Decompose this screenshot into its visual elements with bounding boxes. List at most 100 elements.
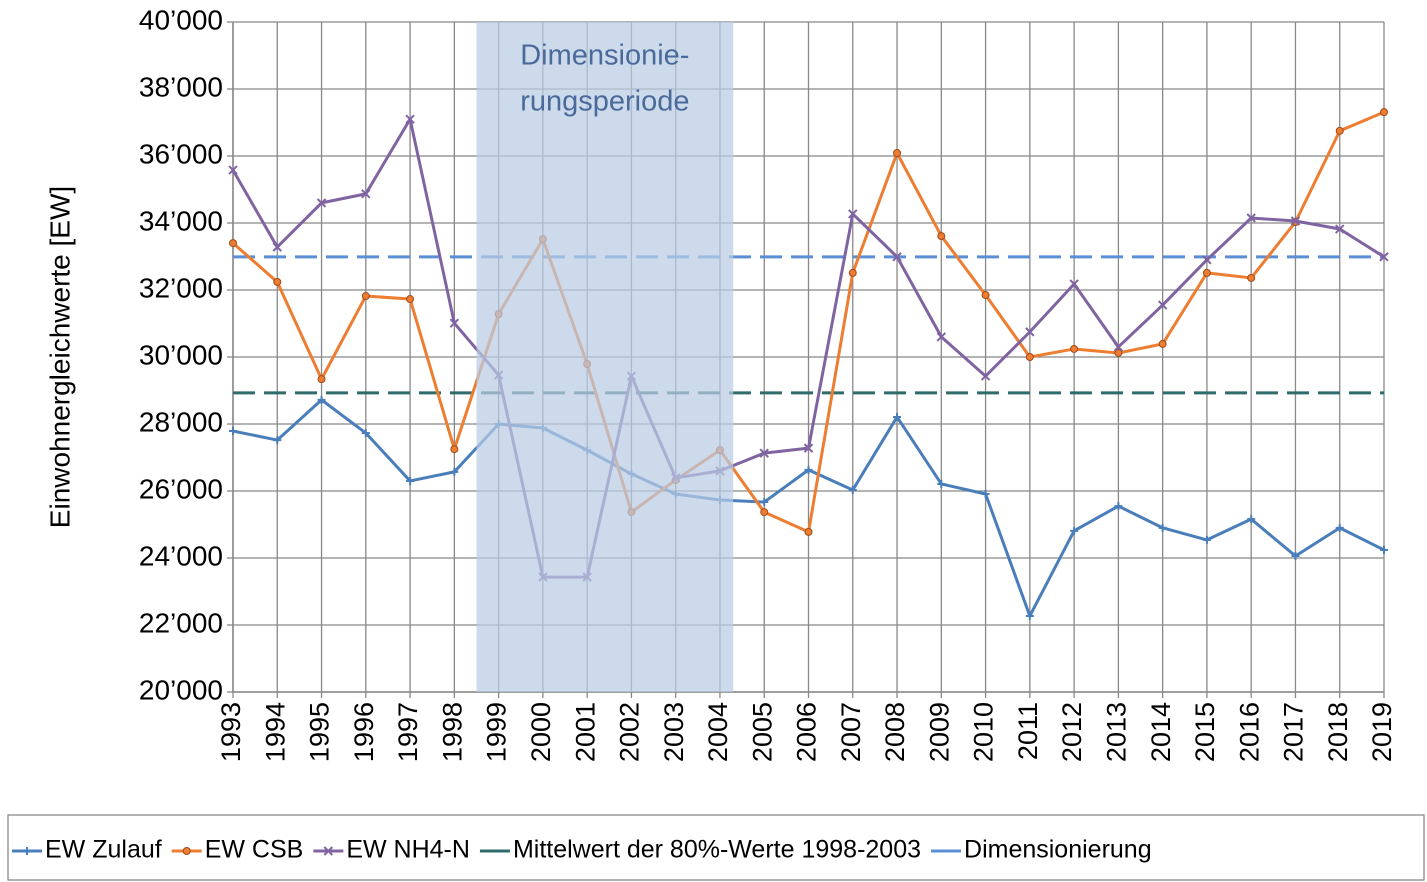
legend-label: EW CSB: [205, 836, 304, 864]
data-point: [229, 239, 237, 248]
x-tick-label: 1997: [393, 702, 423, 762]
data-point: [1025, 611, 1034, 620]
x-tick-label: 2018: [1323, 702, 1353, 762]
data-point: [1380, 545, 1388, 554]
data-point: [1246, 213, 1256, 223]
legend-label: Dimensionierung: [964, 836, 1152, 864]
data-point: [1158, 339, 1167, 348]
x-tick-label: 2013: [1102, 702, 1132, 762]
data-point: [1335, 523, 1344, 532]
x-tick-label: 2017: [1279, 702, 1309, 762]
x-tick-label: 2009: [924, 702, 954, 762]
data-point: [1291, 551, 1300, 560]
y-axis-label: Einwohnergleichwerte [EW]: [44, 186, 75, 528]
data-point: [361, 189, 371, 199]
data-point: [760, 498, 769, 507]
x-tick-label: 2005: [747, 702, 777, 762]
x-tick-label: 2007: [836, 702, 866, 762]
data-point: [272, 242, 282, 252]
data-point: [803, 443, 814, 453]
y-tick-label: 32’000: [139, 272, 223, 303]
x-tick-label: 2019: [1367, 702, 1397, 762]
data-point: [1069, 279, 1079, 289]
data-point: [323, 846, 334, 856]
data-point: [1335, 224, 1345, 234]
x-tick-label: 2012: [1057, 702, 1087, 762]
data-point: [23, 847, 31, 855]
data-point: [1114, 348, 1123, 357]
data-point: [273, 436, 282, 445]
data-point: [361, 292, 370, 301]
data-point: [449, 318, 460, 328]
data-point: [450, 467, 459, 476]
y-tick-label: 38’000: [139, 71, 223, 102]
data-point: [228, 165, 238, 175]
x-tick-label: 2014: [1146, 702, 1176, 762]
data-point: [1113, 342, 1124, 352]
annotation: Dimensionie-: [520, 40, 689, 72]
x-tick-label: 1995: [305, 702, 335, 762]
legend-label: Mittelwert der 80%-Werte 1998-2003: [513, 836, 921, 864]
data-point: [406, 295, 415, 304]
legend-box: [7, 814, 1425, 881]
data-point: [1379, 252, 1389, 262]
y-tick-label: 30’000: [139, 339, 223, 370]
data-point: [937, 479, 946, 488]
data-point: [1158, 523, 1167, 532]
data-point: [804, 465, 813, 474]
y-tick-label: 20’000: [139, 674, 223, 705]
x-tick-label: 2011: [1013, 702, 1043, 760]
data-point: [1335, 126, 1344, 135]
y-tick-label: 22’000: [139, 607, 223, 638]
x-tick-label: 2015: [1190, 702, 1220, 762]
data-point: [1114, 502, 1123, 511]
y-tick-label: 24’000: [139, 540, 223, 571]
data-point: [848, 485, 857, 494]
data-point: [1380, 108, 1388, 117]
data-point: [892, 252, 902, 262]
y-tick-label: 26’000: [139, 473, 223, 504]
data-point: [316, 198, 327, 208]
x-tick-label: 1998: [437, 702, 467, 762]
x-tick-label: 2000: [526, 702, 556, 762]
x-tick-label: 2001: [570, 702, 600, 762]
data-point: [981, 291, 990, 300]
data-point: [893, 412, 902, 421]
annotation: rungsperiode: [520, 86, 689, 118]
data-point: [848, 209, 858, 219]
y-tick-label: 36’000: [139, 138, 223, 169]
data-point: [317, 395, 326, 404]
data-point: [450, 445, 459, 454]
data-point: [937, 232, 946, 241]
x-tick-label: 2010: [969, 702, 999, 762]
x-tick-label: 1999: [482, 702, 512, 762]
data-point: [893, 148, 902, 157]
data-point: [1157, 300, 1168, 310]
data-point: [804, 527, 813, 536]
data-point: [760, 508, 769, 517]
data-point: [981, 490, 990, 499]
data-point: [229, 427, 237, 436]
data-point: [1247, 273, 1256, 282]
y-tick-label: 28’000: [139, 406, 223, 437]
data-point: [980, 371, 991, 381]
y-tick-label: 34’000: [139, 205, 223, 236]
data-point: [1070, 526, 1079, 535]
data-point: [273, 277, 282, 286]
data-point: [1025, 353, 1034, 361]
data-point: [406, 476, 415, 485]
x-tick-label: 2003: [659, 702, 689, 762]
data-point: [1025, 327, 1035, 337]
shaded-period: [476, 22, 734, 692]
data-point: [1202, 255, 1212, 265]
data-point: [1070, 344, 1079, 353]
data-point: [317, 375, 326, 384]
data-point: [1290, 216, 1301, 226]
data-point: [405, 114, 415, 124]
legend-label: EW Zulauf: [45, 836, 162, 864]
data-point: [1247, 515, 1256, 524]
x-tick-label: 2006: [792, 702, 822, 762]
legend-label: EW NH4-N: [346, 836, 470, 864]
x-tick-label: 1996: [349, 702, 379, 762]
